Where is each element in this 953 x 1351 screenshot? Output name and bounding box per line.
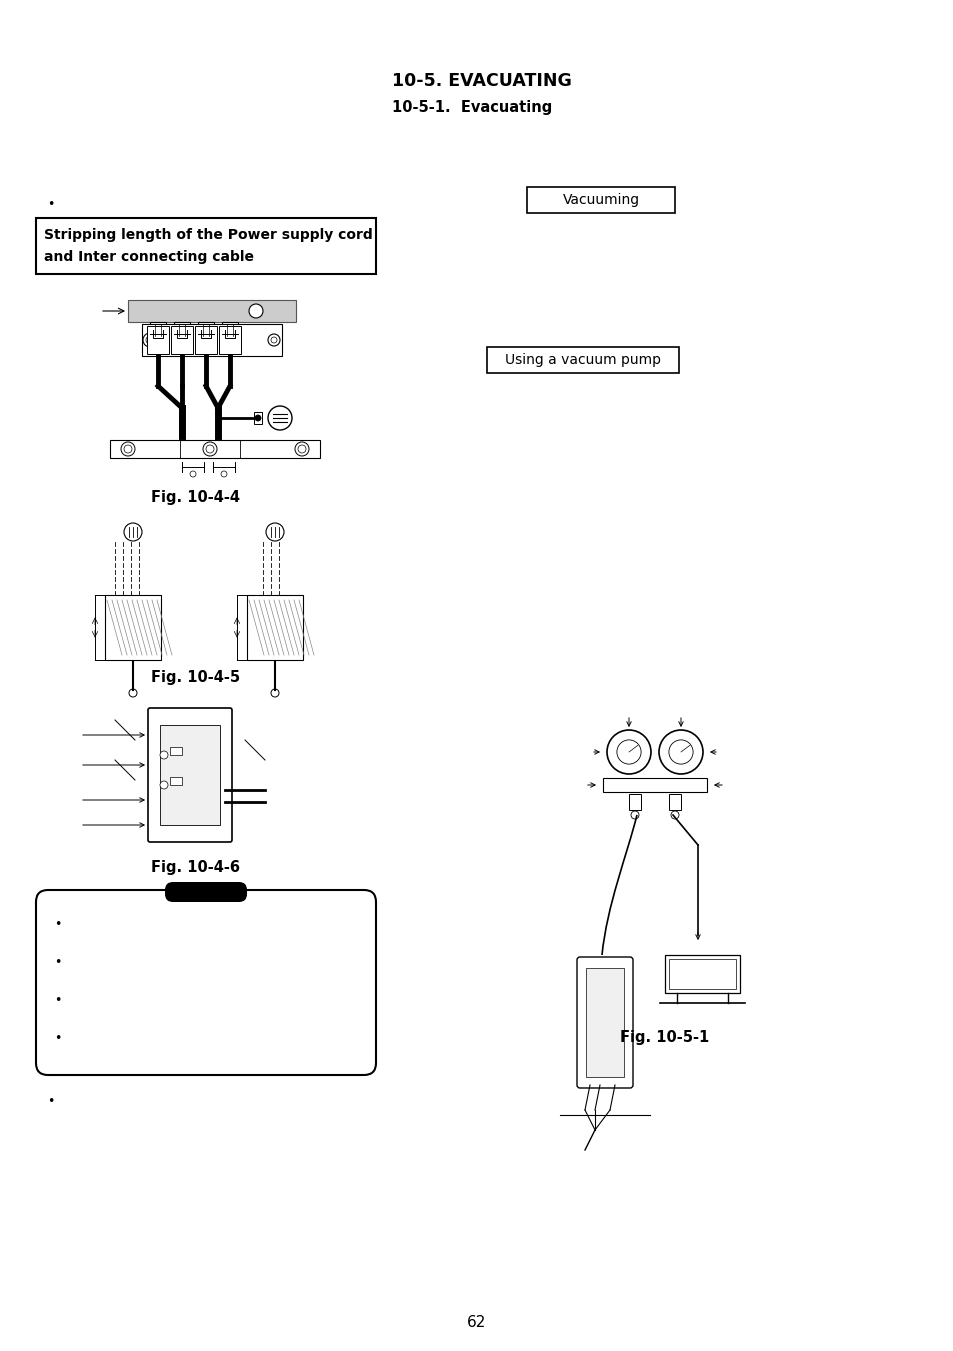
FancyBboxPatch shape [148,708,232,842]
Circle shape [271,689,278,697]
Text: •: • [54,917,61,931]
Bar [170,777,182,785]
Bar [128,300,295,322]
Circle shape [190,471,195,477]
Bar [36,218,375,274]
Circle shape [254,415,261,422]
Bar [222,322,237,336]
Bar [142,324,282,357]
FancyBboxPatch shape [165,882,247,902]
Circle shape [121,442,135,457]
Bar [198,322,213,336]
Bar [110,440,319,458]
Circle shape [221,471,227,477]
Bar [247,594,303,661]
Circle shape [160,751,168,759]
Text: •: • [47,199,54,211]
Circle shape [129,689,137,697]
Circle shape [266,523,284,540]
Text: •: • [47,1096,54,1108]
Bar [147,326,169,354]
Circle shape [294,442,309,457]
Bar [628,794,640,811]
Bar [668,794,680,811]
Text: Stripping length of the Power supply cord: Stripping length of the Power supply cor… [44,228,373,242]
Circle shape [160,781,168,789]
Text: Fig. 10-4-5: Fig. 10-4-5 [152,670,240,685]
Bar [173,322,190,336]
Bar [486,347,679,373]
Circle shape [606,730,650,774]
Circle shape [268,407,292,430]
Circle shape [146,336,153,345]
Circle shape [124,444,132,453]
Bar [170,747,182,755]
Circle shape [271,336,276,343]
Text: Fig. 10-5-1: Fig. 10-5-1 [619,1029,709,1046]
Circle shape [206,444,213,453]
Text: •: • [54,957,61,969]
Circle shape [659,730,702,774]
Text: Using a vacuum pump: Using a vacuum pump [504,353,660,367]
Bar [150,322,166,336]
Text: 10-5. EVACUATING: 10-5. EVACUATING [392,72,571,91]
Circle shape [617,740,640,765]
Bar [253,412,262,424]
Text: 10-5-1.  Evacuating: 10-5-1. Evacuating [392,100,552,115]
Circle shape [268,334,280,346]
Bar [194,326,216,354]
Text: Fig. 10-4-4: Fig. 10-4-4 [152,490,240,505]
Circle shape [630,811,639,819]
Bar [219,326,241,354]
Bar [664,955,740,993]
Circle shape [249,304,263,317]
Circle shape [297,444,306,453]
FancyBboxPatch shape [36,890,375,1075]
Bar [105,594,161,661]
Text: Fig. 10-4-6: Fig. 10-4-6 [152,861,240,875]
Bar [585,969,623,1077]
Bar [602,778,706,792]
Bar [526,186,675,213]
Bar [160,725,220,825]
Circle shape [203,442,216,457]
Bar [171,326,193,354]
Text: and Inter connecting cable: and Inter connecting cable [44,250,253,263]
Bar [668,959,735,989]
Text: 62: 62 [467,1315,486,1329]
Text: •: • [54,1032,61,1046]
Text: •: • [54,994,61,1006]
Circle shape [670,811,679,819]
Text: Vacuuming: Vacuuming [562,193,639,207]
Circle shape [668,740,693,765]
Circle shape [143,332,157,347]
FancyBboxPatch shape [577,957,633,1088]
Circle shape [124,523,142,540]
